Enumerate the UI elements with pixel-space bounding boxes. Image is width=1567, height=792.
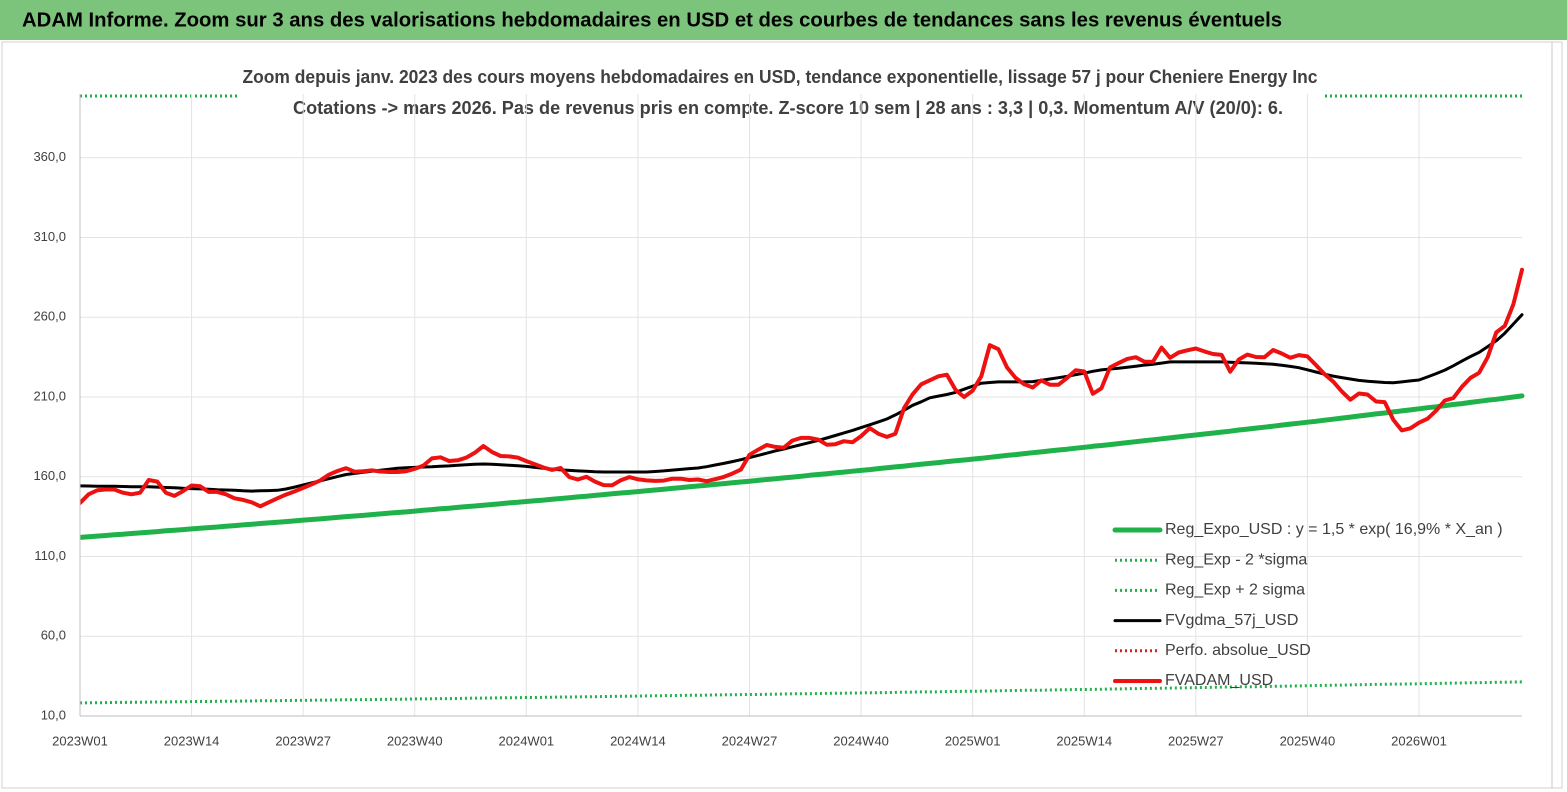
header-bar bbox=[0, 0, 1567, 40]
legend-label: Reg_Exp + 2 sigma bbox=[1165, 582, 1305, 599]
series-line bbox=[80, 680, 1523, 705]
x-tick-label: 2025W40 bbox=[1280, 733, 1336, 748]
y-tick-label: 160,0 bbox=[33, 468, 66, 483]
x-tick-label: 2023W27 bbox=[275, 733, 331, 748]
y-tick-label: 10,0 bbox=[41, 707, 66, 722]
legend-label: Perfo. absolue_USD bbox=[1165, 642, 1311, 659]
series-line bbox=[80, 393, 1525, 540]
x-tick-label: 2024W14 bbox=[610, 733, 666, 748]
axes: 10,0 60,0 110,0 160,0 210,0 260,0 310,0 360,0 20… bbox=[33, 94, 1522, 748]
x-tick-label: 2025W27 bbox=[1168, 733, 1224, 748]
x-tick-label: 2025W01 bbox=[945, 733, 1001, 748]
plot bbox=[80, 267, 1525, 705]
y-tick-label: 210,0 bbox=[33, 388, 66, 403]
x-tick-label: 2025W14 bbox=[1056, 733, 1112, 748]
legend-label: FVADAM_USD bbox=[1165, 672, 1273, 689]
x-tick-label: 2023W01 bbox=[52, 733, 108, 748]
header-title: ADAM Informe. Zoom sur 3 ans des valoris… bbox=[22, 9, 1282, 31]
x-tick-label: 2024W01 bbox=[499, 733, 555, 748]
y-tick-label: 110,0 bbox=[34, 548, 66, 563]
y-tick-label: 360,0 bbox=[33, 149, 66, 164]
chart-title: Zoom depuis janv. 2023 des cours moyens … bbox=[243, 67, 1318, 87]
x-tick-label: 2026W01 bbox=[1391, 733, 1447, 748]
x-tick-label: 2023W14 bbox=[164, 733, 220, 748]
y-tick-label: 310,0 bbox=[33, 229, 66, 244]
legend-label: Reg_Expo_USD : y = 1,5 * exp( 16,9% * X_… bbox=[1165, 521, 1503, 538]
y-tick-label: 60,0 bbox=[41, 628, 66, 643]
chart-subtitle: Cotations -> mars 2026. Pas de revenus p… bbox=[293, 98, 1283, 118]
legend-label: FVgdma_57j_USD bbox=[1165, 612, 1298, 629]
x-tick-label: 2023W40 bbox=[387, 733, 443, 748]
legend: Reg_Expo_USD : y = 1,5 * exp( 16,9% * X_… bbox=[1112, 521, 1503, 689]
x-tick-label: 2024W27 bbox=[722, 733, 778, 748]
chart-frame bbox=[1, 41, 1563, 789]
grid bbox=[79, 94, 1522, 717]
x-tick-label: 2024W40 bbox=[833, 733, 889, 748]
y-tick-label: 260,0 bbox=[33, 309, 66, 324]
series-line bbox=[80, 267, 1524, 509]
legend-label: Reg_Exp - 2 *sigma bbox=[1165, 551, 1307, 568]
